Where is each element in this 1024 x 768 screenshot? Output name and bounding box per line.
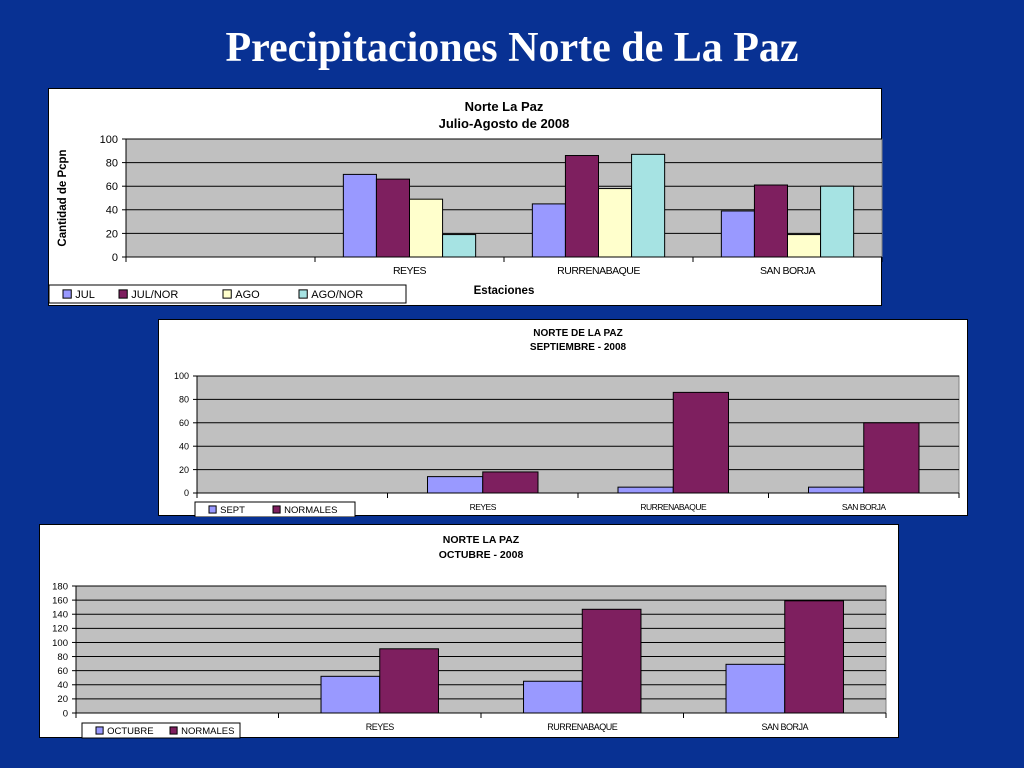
legend-label: JUL/NOR: [131, 289, 178, 301]
y-tick-label: 160: [52, 595, 68, 606]
legend-label: NORMALES: [284, 505, 337, 516]
y-tick-label: 100: [52, 638, 68, 649]
chart-svg: NORTE LA PAZ OCTUBRE - 2008 0 20 40 60 80 100 12…: [52, 534, 887, 739]
x-tick-label: RURRENABAQUE: [557, 265, 640, 277]
x-tick-label: RURRENABAQUE: [640, 502, 707, 512]
bar: [442, 234, 477, 258]
y-tick-label: 180: [52, 581, 68, 592]
legend-label: JUL: [75, 289, 95, 301]
y-tick-label: 60: [106, 181, 118, 193]
bar: [725, 663, 786, 714]
chart-subtitle: OCTUBRE - 2008: [439, 549, 524, 561]
y-axis-label: Cantidad de Pcpn: [57, 149, 69, 246]
y-tick-label: 80: [106, 157, 118, 169]
bar: [342, 173, 377, 258]
bar: [784, 600, 844, 714]
y-tick-label: 80: [179, 395, 189, 405]
legend-swatch: [208, 505, 217, 514]
legend-swatch: [298, 289, 308, 299]
bar: [581, 608, 642, 714]
bar: [631, 153, 666, 258]
legend-swatch: [95, 726, 104, 735]
x-axis-label: Estaciones: [474, 285, 535, 297]
y-tick-label: 120: [52, 624, 68, 635]
bar: [672, 391, 729, 494]
x-tick-label: REYES: [393, 265, 427, 277]
y-tick-label: 100: [174, 371, 189, 381]
bar: [753, 184, 788, 258]
bar: [720, 210, 755, 258]
legend-swatch: [118, 289, 128, 299]
bar: [482, 471, 539, 494]
legend: [81, 722, 241, 739]
legend-label: NORMALES: [181, 726, 234, 737]
chart-title: NORTE LA PAZ: [443, 534, 520, 546]
plot-area: [196, 375, 960, 494]
chart-svg: NORTE DE LA PAZ SEPTIEMBRE - 2008 0 20 40 60 8…: [174, 328, 960, 517]
y-tick-label: 40: [179, 441, 189, 451]
bar: [598, 188, 633, 258]
legend-swatch: [62, 289, 72, 299]
y-tick-label: 0: [112, 252, 118, 264]
y-tick-label: 20: [106, 228, 118, 240]
x-tick-label: REYES: [470, 502, 497, 512]
x-tick-label: RURRENABAQUE: [547, 722, 618, 732]
chart-subtitle: Julio-Agosto de 2008: [439, 116, 570, 131]
bar: [320, 675, 381, 714]
legend-swatch: [222, 289, 232, 299]
x-tick-label: SAN BORJA: [761, 722, 808, 732]
chart-octubre: NORTE LA PAZ OCTUBRE - 2008 0 20 40 60 80 100 12…: [39, 524, 899, 739]
bar: [375, 178, 410, 258]
bar: [409, 198, 444, 258]
legend-swatch: [169, 726, 178, 735]
y-tick-label: 20: [57, 694, 68, 705]
bar: [531, 203, 566, 258]
y-tick-label: 40: [106, 205, 118, 217]
chart-septiembre: NORTE DE LA PAZ SEPTIEMBRE - 2008 0 20 40 60 8…: [158, 319, 968, 517]
y-tick-label: 20: [179, 465, 189, 475]
y-tick-label: 80: [57, 652, 68, 663]
y-tick-label: 0: [184, 488, 189, 498]
chart-title: Norte La Paz: [465, 99, 544, 114]
x-tick-label: SAN BORJA: [842, 502, 887, 512]
legend-label: AGO/NOR: [311, 289, 363, 301]
slide-title: Precipitaciones Norte de La Paz: [225, 25, 799, 71]
y-tick-label: 60: [57, 666, 68, 677]
legend-label: SEPT: [220, 505, 245, 516]
y-tick-label: 60: [179, 418, 189, 428]
chart-svg: Norte La Paz Julio-Agosto de 2008 0 20 40 60 8…: [49, 99, 883, 304]
chart-subtitle: SEPTIEMBRE - 2008: [530, 342, 627, 353]
y-tick-label: 100: [100, 134, 118, 146]
bar: [863, 422, 920, 494]
legend-label: AGO: [235, 289, 260, 301]
chart-julio-agosto: Norte La Paz Julio-Agosto de 2008 0 20 40 60 8…: [48, 88, 883, 306]
bar: [379, 648, 439, 714]
bar: [564, 155, 599, 258]
legend-label: OCTUBRE: [107, 726, 153, 737]
y-tick-label: 140: [52, 610, 68, 621]
x-tick-label: SAN BORJA: [760, 265, 816, 277]
bar: [427, 476, 484, 494]
bar: [820, 185, 855, 258]
y-tick-label: 40: [57, 680, 68, 691]
legend-swatch: [272, 505, 281, 514]
bar: [808, 486, 865, 494]
bar: [617, 486, 674, 494]
bar: [523, 680, 583, 714]
x-tick-label: REYES: [366, 722, 395, 732]
chart-title: NORTE DE LA PAZ: [533, 328, 622, 339]
y-tick-label: 0: [63, 708, 68, 719]
bar: [787, 234, 822, 258]
